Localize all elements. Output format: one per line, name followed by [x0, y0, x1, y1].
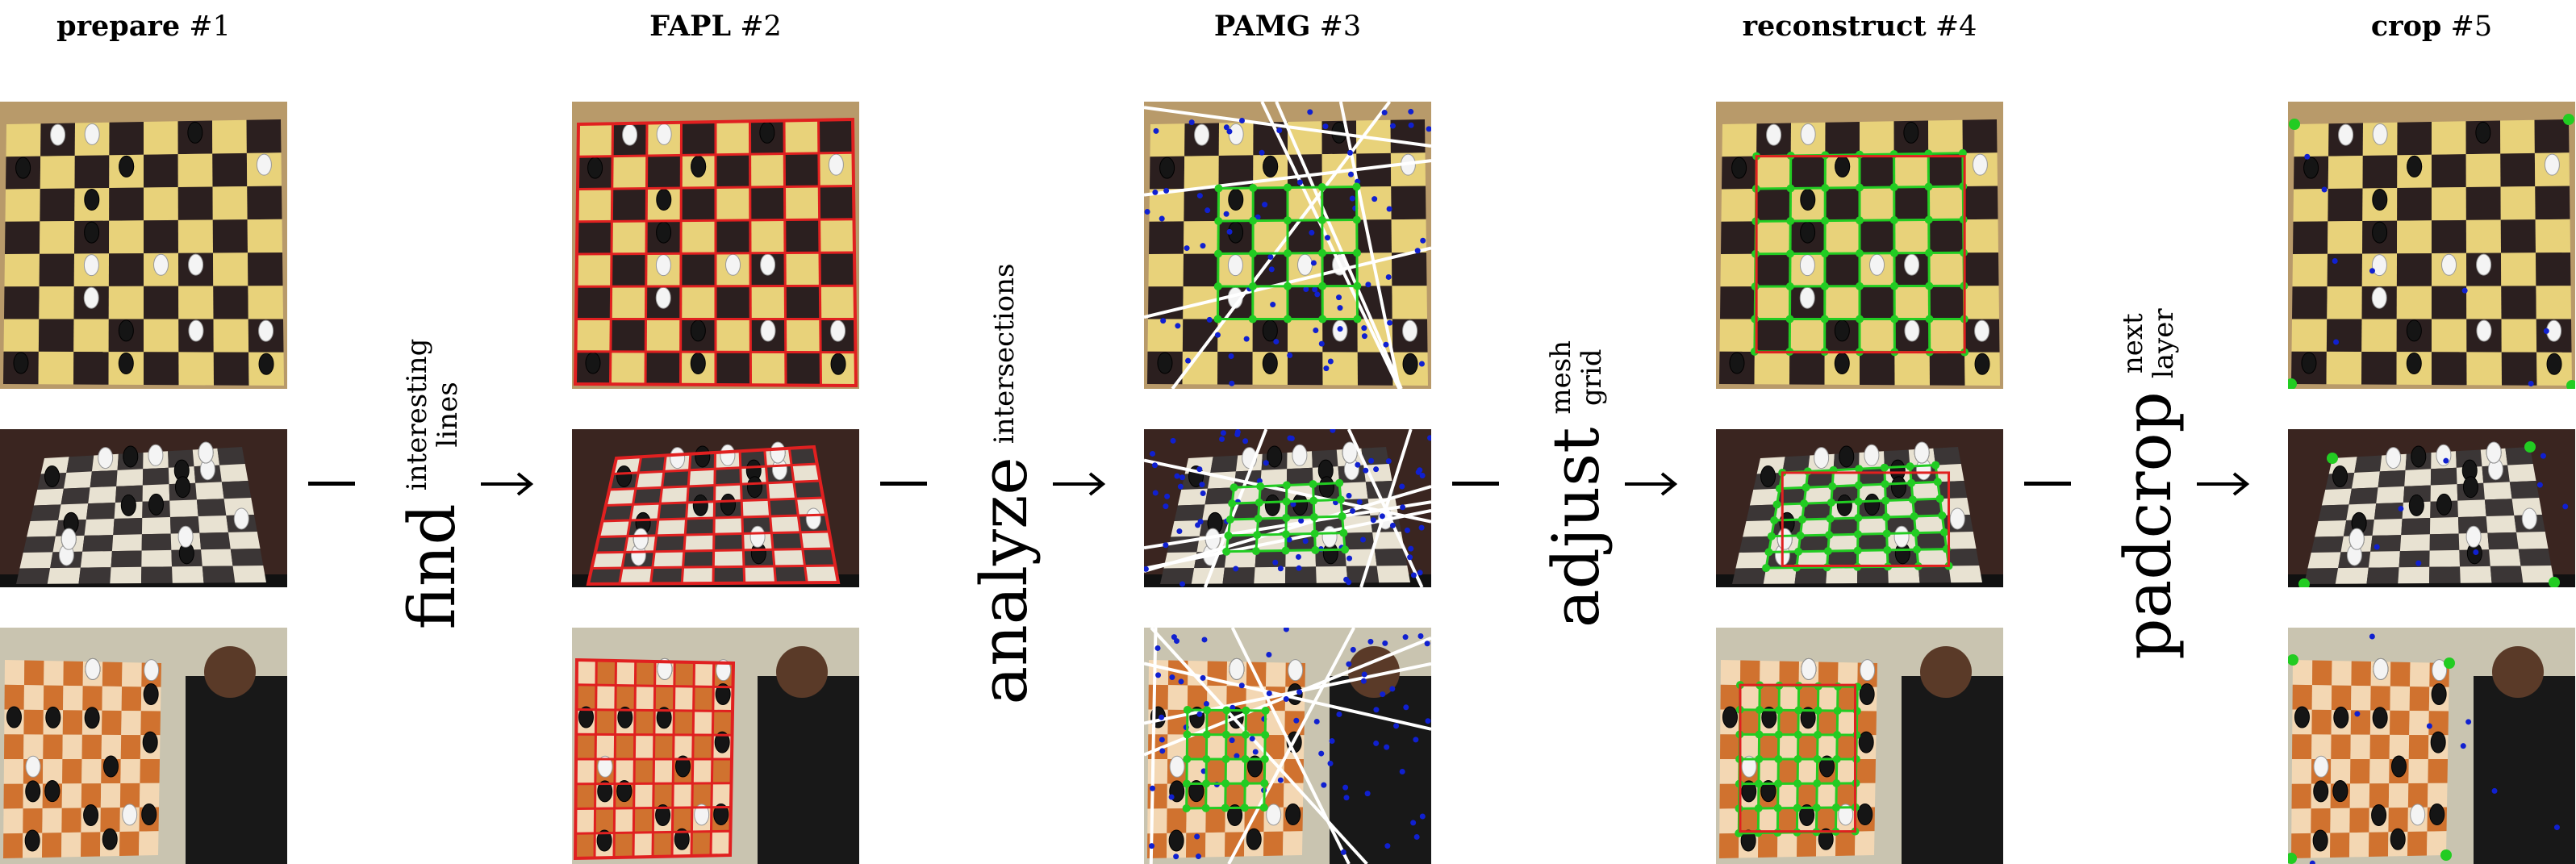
transition-padcrop: padcrop next layer — [2024, 308, 2282, 660]
transition-words: interesting lines — [401, 338, 464, 491]
transition-words: intersections — [988, 263, 1021, 445]
transition-words: next layer — [2117, 308, 2180, 379]
transition-word: layer — [2148, 308, 2180, 379]
board-image — [1144, 429, 1431, 587]
board-image — [2288, 628, 2575, 864]
stage-name: crop — [2370, 10, 2442, 43]
transition-verb: padcrop — [2110, 391, 2186, 660]
right-arrow-icon — [2197, 472, 2250, 496]
stage-number: #5 — [2450, 10, 2493, 43]
board-image — [0, 429, 287, 587]
board-image — [572, 429, 859, 587]
dash-line — [2024, 482, 2071, 486]
dash-line — [308, 482, 355, 486]
transition-adjust: adjust mesh grid — [1452, 340, 1710, 628]
transition-word: mesh — [1545, 340, 1577, 415]
transition-word: grid — [1576, 349, 1608, 407]
stage-title-fapl: FAPL #2 — [572, 6, 859, 47]
stage-number: #1 — [189, 10, 231, 43]
stage-title-crop: crop #5 — [2288, 6, 2575, 47]
board-image — [572, 628, 859, 864]
board-image — [1144, 102, 1431, 389]
board-image — [1144, 628, 1431, 864]
stage-number: #4 — [1935, 10, 1977, 43]
board-image — [572, 102, 859, 389]
board-image — [1716, 628, 2003, 864]
transition-words: mesh grid — [1545, 340, 1608, 415]
stage-name: FAPL — [649, 10, 732, 43]
stage-number: #3 — [1319, 10, 1362, 43]
stage-name: prepare — [56, 10, 181, 43]
transition-analyze: analyze intersections — [880, 264, 1138, 704]
board-image — [0, 102, 287, 389]
board-image — [2288, 429, 2575, 587]
right-arrow-icon — [1053, 472, 1106, 496]
transition-verb: analyze — [967, 457, 1042, 705]
transition-word: interesting — [401, 338, 433, 491]
transition-word: lines — [432, 382, 464, 448]
board-image — [1716, 102, 2003, 389]
stage-title-reconstruct: reconstruct #4 — [1716, 6, 2003, 47]
stage-name: reconstruct — [1742, 10, 1927, 43]
board-image — [1716, 429, 2003, 587]
transition-word: intersections — [988, 263, 1021, 445]
board-image — [0, 628, 287, 864]
stage-title-prepare: prepare #1 — [0, 6, 287, 47]
dash-line — [1452, 482, 1499, 486]
dash-line — [880, 482, 927, 486]
transition-verb: find — [395, 503, 470, 630]
right-arrow-icon — [481, 472, 534, 496]
transition-verb: adjust — [1539, 427, 1614, 628]
right-arrow-icon — [1625, 472, 1678, 496]
transition-word: next — [2117, 313, 2149, 374]
stage-number: #2 — [740, 10, 782, 43]
stage-name: PAMG — [1213, 10, 1311, 43]
transition-find: find interesting lines — [308, 339, 566, 629]
stage-title-pamg: PAMG #3 — [1144, 6, 1431, 47]
board-image — [2288, 102, 2575, 389]
